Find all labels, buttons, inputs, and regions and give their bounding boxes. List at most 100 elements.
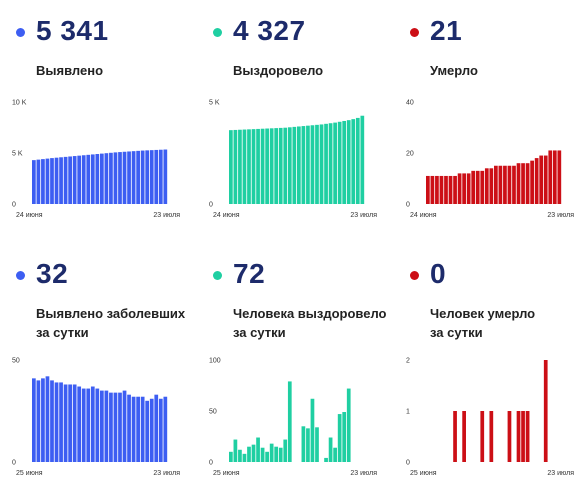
bar	[525, 163, 530, 204]
bar	[297, 126, 301, 204]
bar	[301, 426, 306, 462]
bar	[77, 386, 82, 462]
stat-label: Человек умерло	[430, 306, 536, 321]
y-tick-label: 100	[209, 358, 221, 365]
bar	[145, 400, 150, 462]
bar	[50, 158, 54, 204]
bar	[63, 384, 68, 462]
series-dot-icon	[213, 28, 222, 37]
bar	[118, 392, 122, 462]
stat-panel: 5 341 Выявлено 10 K 5 K 0 24 июня 23 июля	[0, 0, 190, 235]
bar	[498, 165, 503, 204]
bar	[503, 165, 507, 204]
bar	[448, 175, 453, 204]
bar	[306, 125, 310, 204]
bar	[109, 152, 113, 204]
bar	[77, 155, 82, 204]
bar	[81, 388, 86, 462]
x-end-label: 23 июля	[153, 470, 180, 477]
bar-chart: 40 20 024 июня 23 июля	[406, 100, 574, 220]
bar	[475, 170, 480, 204]
bar	[68, 384, 72, 462]
bar-chart: 10 K 5 K 024 июня 23 июля	[12, 100, 180, 220]
x-start-label: 24 июня	[213, 212, 240, 219]
bar	[552, 150, 557, 204]
bar	[140, 150, 145, 204]
bar	[453, 411, 457, 462]
bar	[315, 427, 319, 462]
bar	[251, 444, 256, 462]
bar	[283, 127, 288, 204]
bar	[100, 390, 104, 462]
y-tick-label: 0	[12, 202, 16, 209]
bar	[104, 390, 109, 462]
bar	[54, 157, 59, 204]
bar	[163, 149, 168, 204]
stat-label: за сутки	[233, 325, 286, 340]
bar	[328, 123, 333, 204]
bar	[444, 175, 448, 204]
bar	[346, 120, 351, 204]
bar	[525, 411, 530, 462]
bar	[233, 439, 238, 462]
bar	[68, 156, 72, 204]
bar	[131, 151, 136, 204]
bar	[306, 428, 310, 462]
bar	[430, 175, 435, 204]
bar	[494, 165, 498, 204]
stat-panel: 0 Человек умерло за сутки 2 1 0 25 июня 23 июля	[394, 243, 584, 478]
bar	[256, 437, 260, 462]
bar	[333, 447, 337, 462]
y-tick-label: 5 K	[209, 100, 220, 107]
bar	[136, 396, 140, 462]
bar	[484, 168, 489, 204]
stat-label: Выздоровело	[233, 63, 324, 78]
bar	[319, 124, 324, 204]
bar	[462, 173, 466, 204]
stat-panel: 32 Выявлено заболевших за сутки 50 0 25 июня 2…	[0, 243, 190, 478]
bar	[90, 386, 95, 462]
bar	[45, 158, 50, 204]
bar	[328, 437, 333, 462]
bar	[337, 121, 342, 204]
bar	[360, 115, 365, 204]
series-dot-icon	[16, 28, 25, 37]
bar	[462, 411, 466, 462]
x-start-label: 24 июня	[410, 212, 437, 219]
bar	[54, 382, 59, 462]
bar	[86, 154, 91, 204]
bar	[72, 384, 77, 462]
stat-value: 4 327	[233, 15, 306, 46]
bar	[480, 170, 485, 204]
bar	[95, 388, 100, 462]
bar	[310, 125, 315, 204]
stat-label: за сутки	[430, 325, 483, 340]
bar	[287, 127, 292, 204]
y-tick-label: 0	[209, 202, 213, 209]
y-tick-label: 0	[12, 460, 16, 467]
bar	[530, 160, 534, 204]
y-tick-label: 10 K	[12, 100, 27, 107]
stat-value: 5 341	[36, 15, 109, 46]
bar	[158, 398, 163, 462]
bar	[521, 163, 525, 204]
bar	[274, 446, 279, 462]
bar	[81, 155, 86, 204]
y-tick-label: 1	[406, 409, 410, 416]
bar	[100, 153, 104, 204]
bar	[36, 159, 41, 204]
bar	[507, 165, 512, 204]
stat-value: 32	[36, 258, 69, 289]
bar	[238, 449, 242, 462]
bar	[333, 122, 337, 204]
bar	[471, 170, 476, 204]
stat-label: Выявлено заболевших	[36, 306, 186, 321]
bar	[32, 378, 36, 462]
x-end-label: 23 июля	[547, 212, 574, 219]
bar	[131, 396, 136, 462]
bar	[466, 173, 471, 204]
stat-panel: 21 Умерло 40 20 0 24 июня 23 июля	[394, 0, 584, 235]
bar	[32, 160, 36, 204]
bar	[548, 150, 553, 204]
bar	[113, 152, 118, 204]
